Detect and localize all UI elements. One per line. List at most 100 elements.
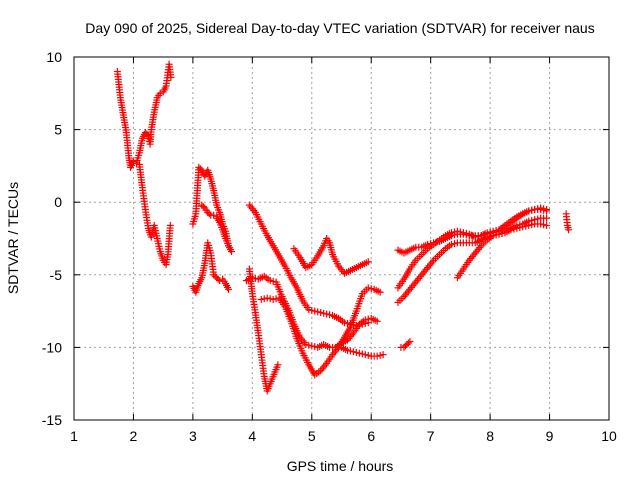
plot-frame — [73, 56, 610, 421]
data-point — [447, 240, 455, 248]
data-point — [450, 240, 458, 248]
data-point — [492, 231, 500, 239]
series-track-q — [562, 210, 573, 234]
data-point — [364, 258, 372, 266]
x-tick-label: 6 — [367, 428, 375, 444]
data-point — [248, 274, 256, 282]
data-point — [216, 277, 224, 285]
data-point — [274, 361, 282, 369]
data-point — [537, 205, 545, 213]
y-tick-label: -10 — [42, 339, 62, 355]
data-point — [406, 338, 414, 346]
data-point — [263, 294, 271, 302]
data-point — [355, 321, 363, 329]
data-point — [326, 311, 334, 319]
y-tick-label: 5 — [54, 122, 62, 138]
data-point — [340, 319, 348, 327]
series-track-c — [189, 239, 233, 296]
data-point — [129, 158, 137, 166]
series-track-d — [189, 163, 236, 256]
data-point — [543, 214, 551, 222]
data-point — [540, 221, 548, 229]
data-point — [349, 348, 357, 356]
data-point — [373, 317, 381, 325]
data-point — [358, 320, 366, 328]
data-point — [404, 339, 412, 347]
tick-layer: 1 2 3 4 5 6 7 8 9 10 10 5 0 -5 -10 -15 — [42, 49, 617, 444]
data-point — [314, 308, 322, 316]
x-tick-label: 10 — [601, 428, 617, 444]
data-point — [346, 347, 354, 355]
data-point — [453, 227, 461, 235]
data-point — [456, 228, 464, 236]
data-point — [498, 229, 506, 237]
data-point — [450, 228, 458, 236]
data-point — [352, 348, 360, 356]
data-point — [352, 322, 360, 330]
series-track-k — [338, 343, 387, 360]
x-tick-label: 7 — [427, 428, 435, 444]
data-point — [272, 295, 280, 303]
series-track-e — [198, 201, 233, 250]
data-point — [323, 310, 331, 318]
data-point — [364, 351, 372, 359]
data-point — [565, 226, 573, 234]
data-point — [525, 207, 533, 215]
data-point — [269, 295, 277, 303]
data-point — [308, 306, 316, 314]
data-point — [373, 352, 381, 360]
data-point — [199, 203, 207, 211]
data-point — [528, 221, 536, 229]
data-point — [513, 224, 521, 232]
data-point — [379, 351, 387, 359]
data-point — [367, 285, 375, 293]
x-tick-label: 8 — [486, 428, 494, 444]
x-tick-label: 9 — [546, 428, 554, 444]
data-point — [516, 224, 524, 232]
data-point — [205, 210, 213, 218]
data-point — [528, 206, 536, 214]
data-point — [522, 222, 530, 230]
data-layer — [113, 60, 573, 395]
x-tick-label: 3 — [189, 428, 197, 444]
data-point — [361, 351, 369, 359]
x-tick-label: 4 — [248, 428, 256, 444]
series-track-j — [290, 235, 372, 277]
data-point — [537, 220, 545, 228]
x-axis-label: GPS time / hours — [287, 458, 394, 474]
data-point — [257, 295, 265, 303]
data-point — [355, 349, 363, 357]
data-point — [225, 285, 233, 293]
data-point — [525, 221, 533, 229]
data-point — [543, 221, 551, 229]
data-point — [167, 73, 175, 81]
data-point — [376, 351, 384, 359]
data-point — [447, 229, 455, 237]
series-track-i — [257, 284, 384, 379]
data-point — [361, 319, 369, 327]
series-track-n — [397, 338, 414, 351]
data-point — [343, 319, 351, 327]
data-point — [156, 89, 164, 97]
chart-title: Day 090 of 2025, Sidereal Day-to-day VTE… — [85, 20, 594, 36]
y-tick-label: 10 — [46, 49, 62, 65]
data-point — [266, 277, 274, 285]
data-point — [317, 309, 325, 317]
data-point — [210, 211, 218, 219]
data-point — [305, 341, 313, 349]
data-point — [343, 346, 351, 354]
data-point — [459, 229, 467, 237]
data-point — [302, 340, 310, 348]
data-point — [320, 309, 328, 317]
data-point — [228, 248, 236, 256]
data-point — [225, 242, 233, 250]
x-tick-label: 5 — [308, 428, 316, 444]
series-track-h — [245, 201, 372, 330]
data-point — [519, 223, 527, 231]
data-point — [474, 232, 482, 240]
series-track-p — [453, 220, 551, 282]
data-point — [269, 277, 277, 285]
data-point — [260, 295, 268, 303]
